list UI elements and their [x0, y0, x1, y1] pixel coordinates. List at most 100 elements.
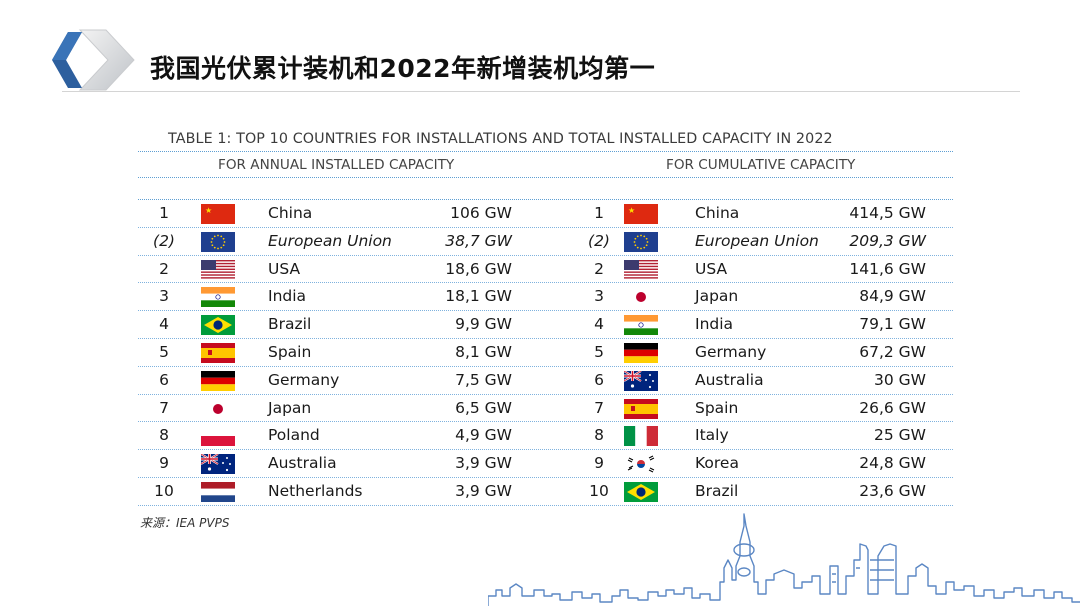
- cumulative-rank: 4: [594, 315, 604, 334]
- table-rule-header: [138, 177, 953, 178]
- table-row: 10 Netherlands 3,9 GW 10 Brazil 23,6 GW: [138, 478, 953, 506]
- spain-flag-icon: [624, 398, 658, 419]
- source-note: 来源：IEA PVPS: [140, 516, 230, 530]
- cumulative-country: Brazil: [695, 481, 739, 500]
- annual-rank: 5: [159, 342, 169, 361]
- annual-rank: 4: [159, 315, 169, 334]
- ranking-table-body: 1 China 106 GW 1 China 414,5 GW ★ ★ (2) European …: [138, 200, 953, 506]
- annual-capacity: 18,1 GW: [445, 287, 512, 306]
- germany-flag-icon: [201, 370, 235, 391]
- annual-capacity: 8,1 GW: [455, 342, 512, 361]
- cumulative-country: Australia: [695, 370, 764, 389]
- india-flag-icon: [201, 287, 235, 308]
- japan-flag-icon: [201, 398, 235, 419]
- annual-capacity: 3,9 GW: [455, 481, 512, 500]
- annual-country: Japan: [268, 398, 312, 417]
- cumulative-country: European Union: [695, 231, 819, 250]
- cumulative-rank: 9: [594, 454, 604, 473]
- italy-flag-icon: [624, 426, 658, 447]
- cumulative-rank: (2): [588, 231, 610, 250]
- poland-flag-icon: [201, 426, 235, 447]
- eu-flag-icon: [624, 231, 658, 252]
- title-divider: [62, 91, 1020, 92]
- table-title: TABLE 1: TOP 10 COUNTRIES FOR INSTALLATI…: [168, 131, 833, 147]
- cumulative-capacity: 30 GW: [874, 370, 926, 389]
- cumulative-country: Spain: [695, 398, 739, 417]
- table-row: 3 India 18,1 GW 3 Japan 84,9 GW: [138, 283, 953, 312]
- cumulative-rank: 2: [594, 259, 604, 278]
- cumulative-capacity: 79,1 GW: [859, 315, 926, 334]
- cumulative-capacity: 209,3 GW: [849, 231, 926, 250]
- annual-column-header: FOR ANNUAL INSTALLED CAPACITY: [218, 157, 455, 173]
- table-rule-top: [138, 151, 953, 152]
- cumulative-country: USA: [695, 259, 728, 278]
- table-row: 2 USA 18,6 GW 2 USA 141,6 GW: [138, 256, 953, 284]
- cumulative-capacity: 141,6 GW: [849, 259, 926, 278]
- annual-capacity: 4,9 GW: [455, 426, 512, 445]
- table-row: 5 Spain 8,1 GW 5 Germany 67,2 GW: [138, 339, 953, 367]
- annual-country: Netherlands: [268, 481, 363, 500]
- annual-rank: 8: [159, 426, 169, 445]
- annual-capacity: 6,5 GW: [455, 398, 512, 417]
- cumulative-rank: 10: [589, 481, 609, 500]
- annual-capacity: 3,9 GW: [455, 454, 512, 473]
- annual-capacity: 7,5 GW: [455, 370, 512, 389]
- cumulative-rank: 6: [594, 370, 604, 389]
- annual-rank: 2: [159, 259, 169, 278]
- annual-country: India: [268, 287, 307, 306]
- cumulative-country: Italy: [695, 426, 729, 445]
- cumulative-rank: 5: [594, 342, 604, 361]
- annual-country: USA: [268, 259, 301, 278]
- cumulative-country: India: [695, 315, 734, 334]
- cumulative-capacity: 414,5 GW: [849, 204, 926, 222]
- annual-country: Poland: [268, 426, 320, 445]
- annual-rank: 9: [159, 454, 169, 473]
- table-row: 1 China 106 GW 1 China 414,5 GW ★ ★: [138, 200, 953, 228]
- annual-capacity: 106 GW: [450, 204, 512, 222]
- cumulative-country: Korea: [695, 454, 739, 473]
- australia-flag-icon: [200, 453, 235, 475]
- annual-country: Brazil: [268, 315, 312, 334]
- city-skyline-illustration: [488, 513, 1080, 606]
- cumulative-capacity: 26,6 GW: [859, 398, 926, 417]
- cumulative-country: Germany: [695, 342, 767, 361]
- korea-flag-icon: [624, 454, 658, 475]
- cumulative-capacity: 84,9 GW: [859, 287, 926, 306]
- usa-flag-icon: [624, 259, 658, 280]
- annual-rank: 6: [159, 370, 169, 389]
- svg-text:★: ★: [628, 206, 635, 215]
- brazil-flag-icon: [624, 481, 658, 502]
- annual-capacity: 9,9 GW: [455, 315, 512, 334]
- india-flag-icon: [624, 315, 658, 336]
- china-flag-icon: ★: [624, 204, 658, 224]
- table-rule-body: [138, 199, 953, 200]
- cumulative-country: Japan: [695, 287, 739, 306]
- table-row: 8 Poland 4,9 GW 8 Italy 25 GW: [138, 422, 953, 451]
- eu-flag-icon: [201, 231, 235, 252]
- cumulative-rank: 8: [594, 426, 604, 445]
- netherlands-flag-icon: [201, 481, 235, 502]
- annual-country: Germany: [268, 370, 340, 389]
- annual-rank: 10: [154, 481, 174, 500]
- japan-flag-icon: [624, 287, 658, 308]
- cumulative-capacity: 25 GW: [874, 426, 926, 445]
- cumulative-capacity: 23,6 GW: [859, 481, 926, 500]
- annual-capacity: 18,6 GW: [445, 259, 512, 278]
- annual-country: China: [268, 204, 313, 222]
- annual-capacity: 38,7 GW: [445, 231, 512, 250]
- cumulative-rank: 3: [594, 287, 604, 306]
- cumulative-capacity: 24,8 GW: [859, 454, 926, 473]
- brazil-flag-icon: [201, 315, 235, 336]
- table-row: 6 Germany 7,5 GW 6 Australia 30 GW: [138, 367, 953, 395]
- germany-flag-icon: [624, 342, 658, 363]
- annual-rank: 7: [159, 398, 169, 417]
- annual-rank: 1: [159, 204, 169, 222]
- table-row: 9 Australia 3,9 GW 9 Korea 24,8 GW: [138, 450, 953, 478]
- annual-country: European Union: [268, 231, 392, 250]
- table-row: 4 Brazil 9,9 GW 4 India 79,1 GW: [138, 311, 953, 339]
- annual-country: Australia: [268, 454, 337, 473]
- australia-flag-icon: [623, 369, 658, 391]
- annual-rank: (2): [153, 231, 175, 250]
- cumulative-rank: 7: [594, 398, 604, 417]
- cumulative-column-header: FOR CUMULATIVE CAPACITY: [666, 157, 856, 173]
